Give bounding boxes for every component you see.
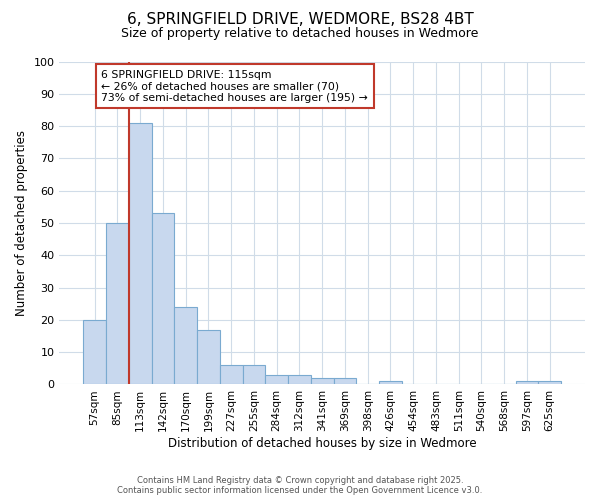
Bar [379, 381, 402, 384]
Bar [334, 378, 356, 384]
Text: Contains HM Land Registry data © Crown copyright and database right 2025.
Contai: Contains HM Land Registry data © Crown c… [118, 476, 482, 495]
Bar [265, 375, 288, 384]
X-axis label: Distribution of detached houses by size in Wedmore: Distribution of detached houses by size … [168, 437, 476, 450]
Bar [515, 381, 538, 384]
Text: 6, SPRINGFIELD DRIVE, WEDMORE, BS28 4BT: 6, SPRINGFIELD DRIVE, WEDMORE, BS28 4BT [127, 12, 473, 28]
Bar [175, 307, 197, 384]
Bar [106, 223, 129, 384]
Bar [197, 330, 220, 384]
Y-axis label: Number of detached properties: Number of detached properties [15, 130, 28, 316]
Bar [83, 320, 106, 384]
Bar [311, 378, 334, 384]
Text: Size of property relative to detached houses in Wedmore: Size of property relative to detached ho… [121, 28, 479, 40]
Bar [152, 214, 175, 384]
Bar [288, 375, 311, 384]
Bar [242, 365, 265, 384]
Bar [538, 381, 561, 384]
Bar [220, 365, 242, 384]
Text: 6 SPRINGFIELD DRIVE: 115sqm
← 26% of detached houses are smaller (70)
73% of sem: 6 SPRINGFIELD DRIVE: 115sqm ← 26% of det… [101, 70, 368, 103]
Bar [129, 123, 152, 384]
